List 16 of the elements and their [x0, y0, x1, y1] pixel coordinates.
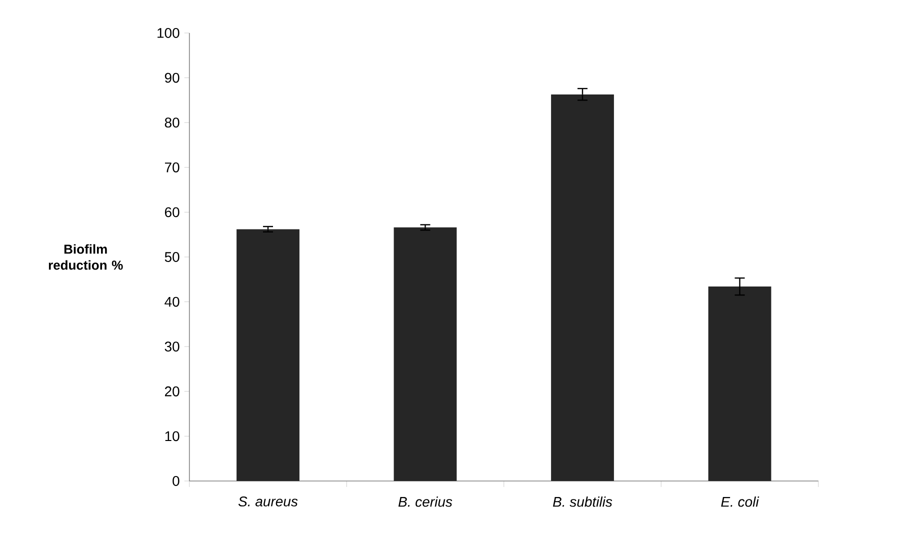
y-tick-label: 50	[164, 252, 180, 262]
y-tick-label: 40	[164, 296, 180, 307]
y-tick-label: 60	[164, 207, 180, 218]
y-tick-label: 70	[164, 162, 180, 172]
x-tick-label: E. coli	[721, 496, 760, 507]
y-tick-label: 10	[165, 431, 180, 442]
x-tick-label: B. subtilis	[552, 496, 612, 507]
y-tick-label: 100	[158, 28, 180, 38]
y-tick-label: 90	[164, 72, 180, 83]
x-tick-label: B. cerius	[398, 496, 452, 507]
y-tick-label: 30	[164, 342, 180, 352]
y-tick-label: 80	[164, 118, 180, 128]
y-tick-label: 20	[164, 386, 180, 396]
y-tick-label: 0	[172, 476, 180, 486]
y-axis-title: Biofilm reduction %	[48, 244, 123, 270]
x-tick-label: S. aureus	[238, 496, 298, 506]
